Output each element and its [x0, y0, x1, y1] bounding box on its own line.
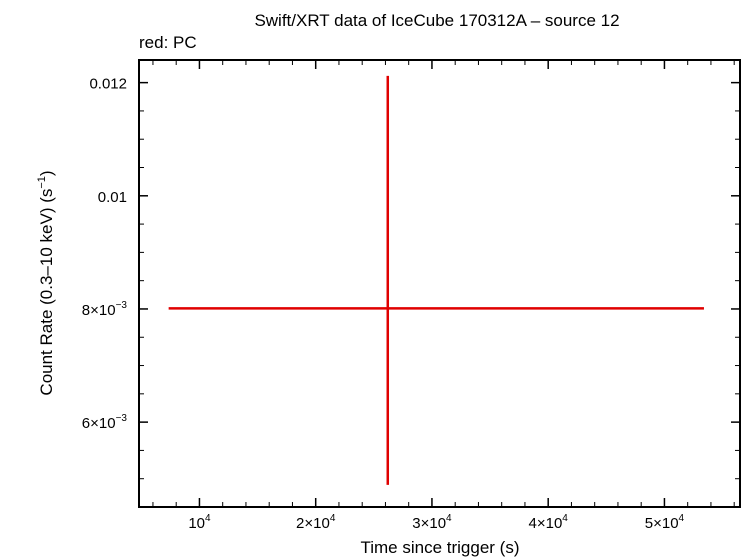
x-axis-ticks: 104 2×104 3×104 4×104 5×104 — [152, 60, 735, 532]
chart-title: Swift/XRT data of IceCube 170312A – sour… — [254, 11, 619, 30]
x-tick-label: 104 — [188, 513, 211, 532]
x-tick-label-mantissa: 4×10 — [529, 515, 563, 532]
plot-frame — [138, 59, 741, 508]
y-axis-label-main: Count Rate (0.3–10 keV) (s — [37, 189, 56, 396]
x-tick-label: 2×104 — [296, 513, 336, 532]
x-tick-label-exponent: 4 — [562, 513, 568, 524]
y-axis-label-exponent: −1 — [36, 176, 48, 189]
y-tick-label-main: 6×10 — [82, 415, 116, 432]
x-tick-label-mantissa: 5×10 — [645, 515, 679, 532]
y-tick-label: 8×10−3 — [82, 300, 128, 319]
x-tick-label-exponent: 4 — [205, 513, 211, 524]
y-tick-label-main: 0.01 — [98, 189, 127, 206]
y-axis-ticks: 6×10−38×10−30.010.012 — [82, 76, 740, 480]
y-tick-label-exponent: −3 — [116, 413, 128, 424]
y-tick-label-exponent: −3 — [116, 300, 128, 311]
x-tick-label-mantissa: 3×10 — [412, 515, 446, 532]
x-tick-label: 3×104 — [412, 513, 452, 532]
x-tick-label: 4×104 — [529, 513, 569, 532]
x-tick-label: 5×104 — [645, 513, 685, 532]
y-tick-label: 6×10−3 — [82, 413, 128, 432]
x-tick-label-mantissa: 2×10 — [296, 515, 330, 532]
x-tick-label-exponent: 4 — [446, 513, 452, 524]
x-tick-label-exponent: 4 — [330, 513, 336, 524]
y-tick-label-main: 0.012 — [89, 76, 127, 93]
y-axis-label-close: ) — [37, 170, 56, 176]
data-series — [168, 75, 704, 485]
y-tick-label: 0.01 — [98, 189, 127, 206]
y-axis-label: Count Rate (0.3–10 keV) (s−1) — [36, 170, 56, 395]
y-tick-label: 0.012 — [89, 76, 127, 93]
x-tick-label-exponent: 4 — [679, 513, 685, 524]
x-axis-label: Time since trigger (s) — [360, 538, 519, 557]
y-tick-label-main: 8×10 — [82, 302, 116, 319]
x-tick-label-mantissa: 10 — [188, 515, 205, 532]
chart-subtitle: red: PC — [139, 33, 197, 52]
